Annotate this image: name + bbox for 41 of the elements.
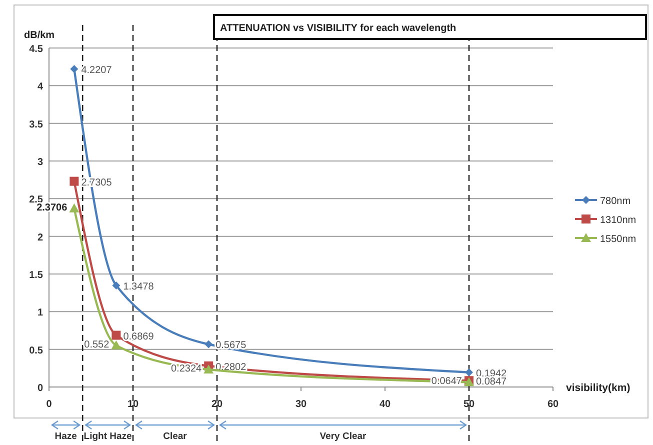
data-label: 0.0847 — [476, 376, 508, 388]
x-tick-label: 20 — [211, 399, 223, 410]
point — [69, 203, 80, 212]
data-label: 2.3706 — [36, 202, 68, 214]
legend-label: 1310nm — [600, 215, 636, 226]
y-tick-label: 4 — [37, 82, 44, 93]
y-tick-label: 4.5 — [29, 44, 44, 55]
y-tick-label: 3 — [37, 157, 44, 168]
point — [70, 65, 78, 74]
y-tick-label: 1.5 — [29, 270, 44, 281]
y-tick-label: 3.5 — [29, 119, 44, 130]
point — [111, 340, 122, 350]
y-tick-label: 0 — [37, 383, 44, 394]
point — [204, 340, 213, 348]
x-tick-label: 50 — [463, 399, 475, 410]
point — [112, 281, 120, 290]
x-tick-label: 0 — [46, 399, 52, 410]
x-axis-title: visibility(km) — [566, 382, 630, 394]
y-tick-label: 0.5 — [29, 345, 44, 356]
y-tick-label: 2 — [37, 232, 44, 244]
data-label: 0.2802 — [216, 362, 247, 373]
data-label: 4.2207 — [81, 65, 112, 76]
data-label: 0.0647 — [431, 376, 462, 388]
text: Clear — [163, 431, 188, 442]
x-tick-label: 60 — [547, 399, 559, 410]
text: Haze — [54, 431, 77, 442]
text: Very Clear — [320, 431, 367, 442]
point — [204, 364, 214, 374]
x-tick-label: 40 — [379, 399, 391, 410]
x-tick-label: 10 — [127, 399, 139, 410]
y-tick-label: 1 — [37, 308, 44, 319]
point — [70, 176, 79, 186]
point — [465, 368, 473, 376]
y-axis-title: dB/km — [24, 30, 55, 41]
data-label: 0.552 — [84, 339, 110, 350]
x-tick-label: 30 — [295, 399, 307, 410]
point — [112, 330, 121, 340]
legend-label: 1550nm — [600, 234, 636, 245]
chart-title: ATTENUATION vs VISIBILITY for each wavelength — [220, 23, 456, 34]
text: Light Haze — [84, 431, 132, 442]
legend-label: 780nm — [600, 196, 631, 207]
